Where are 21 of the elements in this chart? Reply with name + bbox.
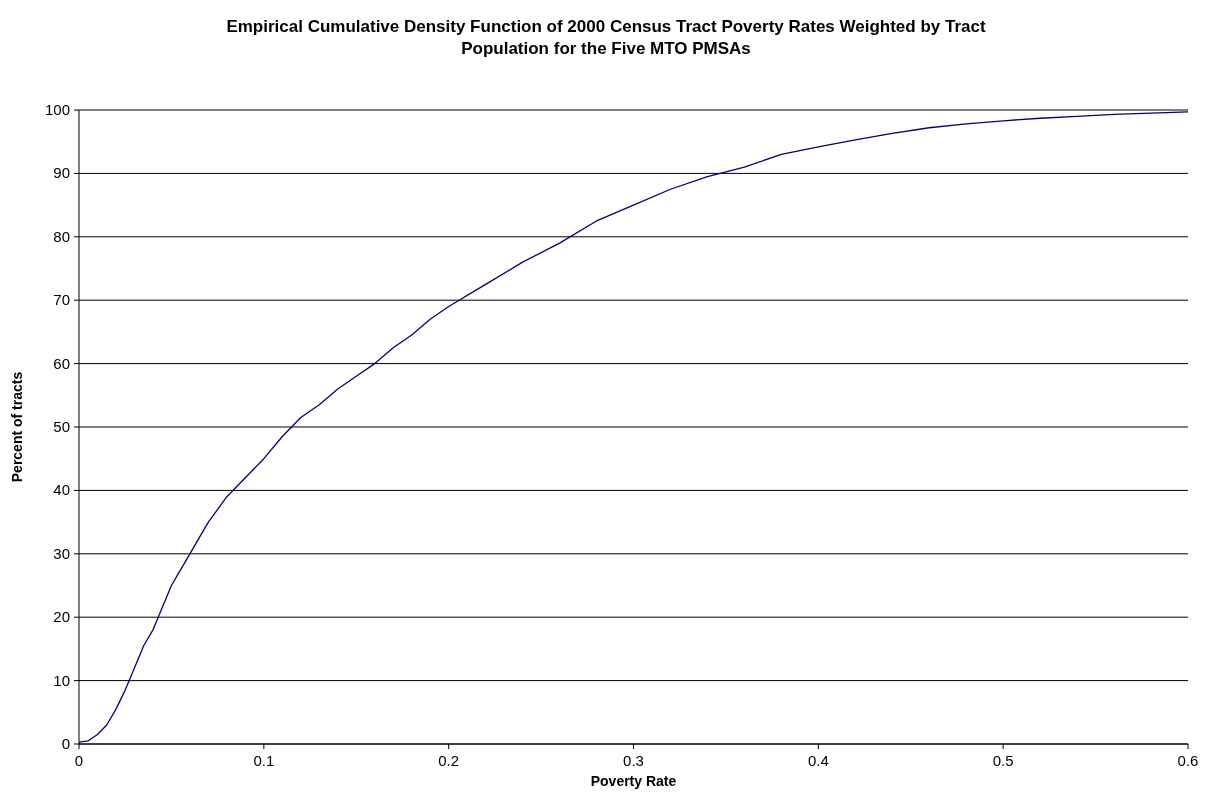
y-tick-label: 70 <box>53 291 70 309</box>
x-tick-label: 0.2 <box>438 752 460 769</box>
x-tick-label: 0.4 <box>807 752 829 769</box>
y-tick-label: 20 <box>53 608 70 626</box>
x-axis-title: Poverty Rate <box>590 773 677 789</box>
x-tick-label: 0.6 <box>1177 752 1199 769</box>
y-tick-label: 50 <box>53 418 70 435</box>
y-tick-label: 90 <box>53 164 70 182</box>
y-tick-label: 60 <box>53 354 70 372</box>
y-tick-label: 30 <box>53 544 70 562</box>
y-tick-label: 0 <box>61 735 70 752</box>
chart-title: Empirical Cumulative Density Function of 2000 Census Tract Poverty Rates Weighted by Tract Population for the Five MTO PMSAs <box>226 17 986 58</box>
x-tick-label: 0 <box>74 752 84 769</box>
x-tick-label: 0.3 <box>623 752 644 769</box>
x-tick-label: 0.5 <box>992 752 1014 769</box>
y-tick-label: 100 <box>44 101 70 118</box>
x-tick-label: 0.1 <box>253 752 275 769</box>
y-axis-title: Percent of tracts <box>9 371 25 483</box>
y-tick-label: 40 <box>53 481 70 499</box>
y-tick-label: 80 <box>53 227 70 245</box>
y-tick-label: 10 <box>53 671 70 689</box>
